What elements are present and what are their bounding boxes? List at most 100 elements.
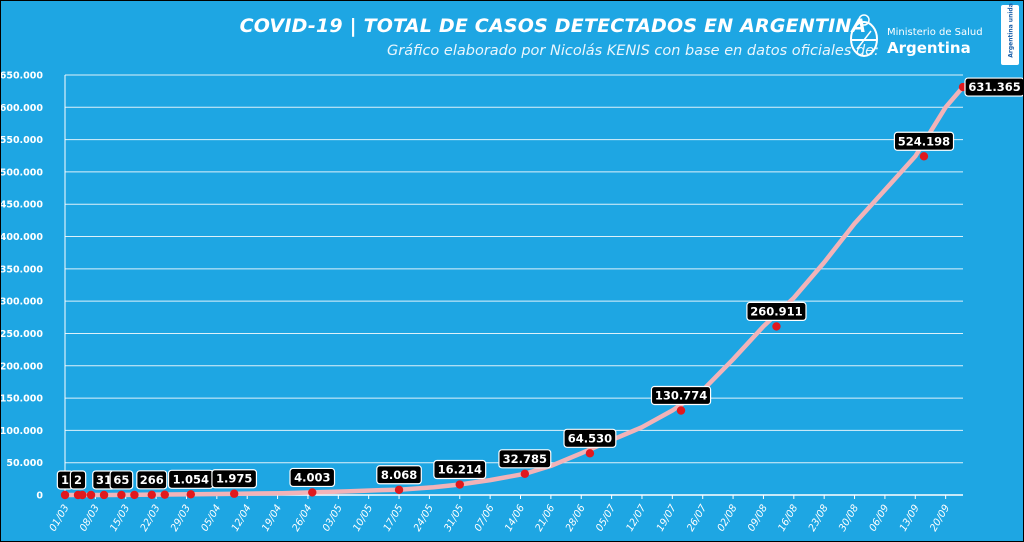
y-tick-label: 500.000 — [1, 167, 43, 178]
x-tick-label: 26/07 — [685, 502, 709, 533]
data-point — [99, 490, 109, 500]
x-tick-label: 19/07 — [655, 502, 679, 533]
x-tick-label: 10/05 — [351, 503, 375, 533]
data-label: 16.214 — [438, 463, 482, 477]
data-point — [772, 322, 781, 331]
x-tick-label: 31/05 — [442, 503, 466, 533]
y-tick-label: 0 — [36, 491, 43, 502]
data-label-box — [893, 131, 955, 151]
x-tick-label: 02/08 — [716, 503, 740, 533]
data-label-box — [376, 465, 422, 485]
y-tick-label: 600.000 — [1, 103, 43, 114]
y-tick-label: 650.000 — [1, 71, 43, 82]
x-tick-label: 17/05 — [382, 503, 406, 533]
data-label: 130.774 — [655, 388, 707, 402]
x-tick-label: 14/06 — [503, 503, 527, 533]
x-tick-label: 26/04 — [291, 503, 315, 533]
data-label-box — [136, 470, 168, 490]
data-point — [585, 449, 595, 458]
x-tick-label: 15/03 — [108, 503, 132, 533]
side-badge: Argentina unida — [1001, 3, 1019, 65]
data-label-box — [650, 385, 712, 406]
data-label-box — [498, 449, 552, 469]
y-tick-label: 350.000 — [1, 264, 43, 275]
data-label: 1.975 — [216, 472, 252, 486]
data-label: 266 — [140, 473, 164, 487]
x-tick-label: 19/04 — [260, 503, 284, 533]
x-tick-label: 23/08 — [807, 503, 831, 533]
data-point — [73, 490, 83, 500]
x-tick-label: 16/08 — [776, 503, 800, 533]
y-tick-label: 200.000 — [1, 361, 43, 372]
data-point — [130, 490, 139, 500]
x-tick-label: 12/04 — [230, 503, 254, 533]
logo-ministry-text: Ministerio de Salud — [887, 27, 983, 38]
x-tick-label: 03/05 — [321, 503, 345, 533]
data-point — [186, 490, 196, 499]
cases-curve — [62, 84, 966, 498]
y-tick-label: 250.000 — [1, 329, 43, 340]
coat-of-arms-icon — [850, 14, 878, 57]
data-point — [86, 490, 96, 500]
data-label-box — [109, 470, 134, 490]
data-label: 1.054 — [173, 472, 209, 486]
data-point — [147, 490, 156, 500]
y-tick-label: 50.000 — [6, 458, 43, 469]
ministry-logo: Ministerio de Salud Argentina — [847, 13, 987, 65]
data-label-box — [563, 428, 617, 448]
data-point — [229, 489, 239, 498]
y-tick-label: 450.000 — [1, 200, 43, 211]
data-label: 260.911 — [750, 304, 802, 318]
data-label: 65 — [113, 473, 129, 487]
chart-subtitle: Gráfico elaborado por Nicolás KENIS con … — [387, 43, 879, 59]
data-label: 31 — [96, 473, 112, 487]
x-tick-label: 22/03 — [139, 503, 163, 533]
data-point — [676, 406, 686, 415]
y-tick-label: 550.000 — [1, 135, 43, 146]
x-tick-label: 05/07 — [594, 502, 618, 533]
data-label-box — [964, 77, 1023, 97]
x-tick-label: 20/09 — [928, 503, 952, 533]
x-tick-label: 24/05 — [412, 503, 436, 533]
data-label-box — [433, 459, 487, 480]
data-label: 4.003 — [294, 470, 330, 484]
x-tick-label: 28/06 — [564, 503, 588, 533]
x-tick-label: 05/04 — [199, 503, 223, 533]
data-label-box — [69, 470, 87, 490]
data-label: 1 — [61, 473, 69, 487]
x-tick-label: 21/06 — [534, 503, 558, 533]
data-label: 631.365 — [968, 80, 1020, 94]
y-tick-label: 100.000 — [1, 426, 43, 437]
data-label: 8.068 — [381, 468, 417, 482]
data-label-box — [289, 467, 336, 488]
chart-title: COVID-19 | TOTAL DE CASOS DETECTADOS EN … — [239, 15, 867, 37]
data-point — [394, 485, 404, 494]
x-tick-label: 08/03 — [78, 503, 102, 533]
x-tick-label: 09/08 — [746, 503, 770, 533]
x-tick-label: 13/09 — [898, 503, 922, 533]
data-point — [520, 469, 530, 479]
x-tick-label: 30/08 — [837, 503, 861, 533]
x-tick-label: 06/09 — [868, 503, 892, 533]
y-tick-label: 300.000 — [1, 297, 43, 308]
data-point — [160, 490, 169, 499]
x-tick-label: 12/07 — [625, 502, 649, 533]
data-label-box — [746, 301, 807, 322]
y-tick-label: 400.000 — [1, 232, 43, 243]
data-label: 2 — [74, 473, 82, 487]
data-point — [60, 490, 70, 500]
data-point — [117, 490, 126, 500]
logo-country-text: Argentina — [887, 39, 971, 57]
data-point — [455, 480, 464, 489]
data-label-box — [211, 469, 258, 489]
y-tick-label: 150.000 — [1, 394, 43, 405]
data-label: 64.530 — [568, 431, 612, 445]
data-point — [919, 152, 929, 161]
x-tick-label: 29/03 — [169, 503, 193, 533]
x-tick-label: 01/03 — [48, 503, 72, 533]
x-tick-label: 07/06 — [473, 503, 497, 533]
data-label: 524.198 — [898, 134, 950, 148]
data-label: 32.785 — [503, 452, 547, 466]
